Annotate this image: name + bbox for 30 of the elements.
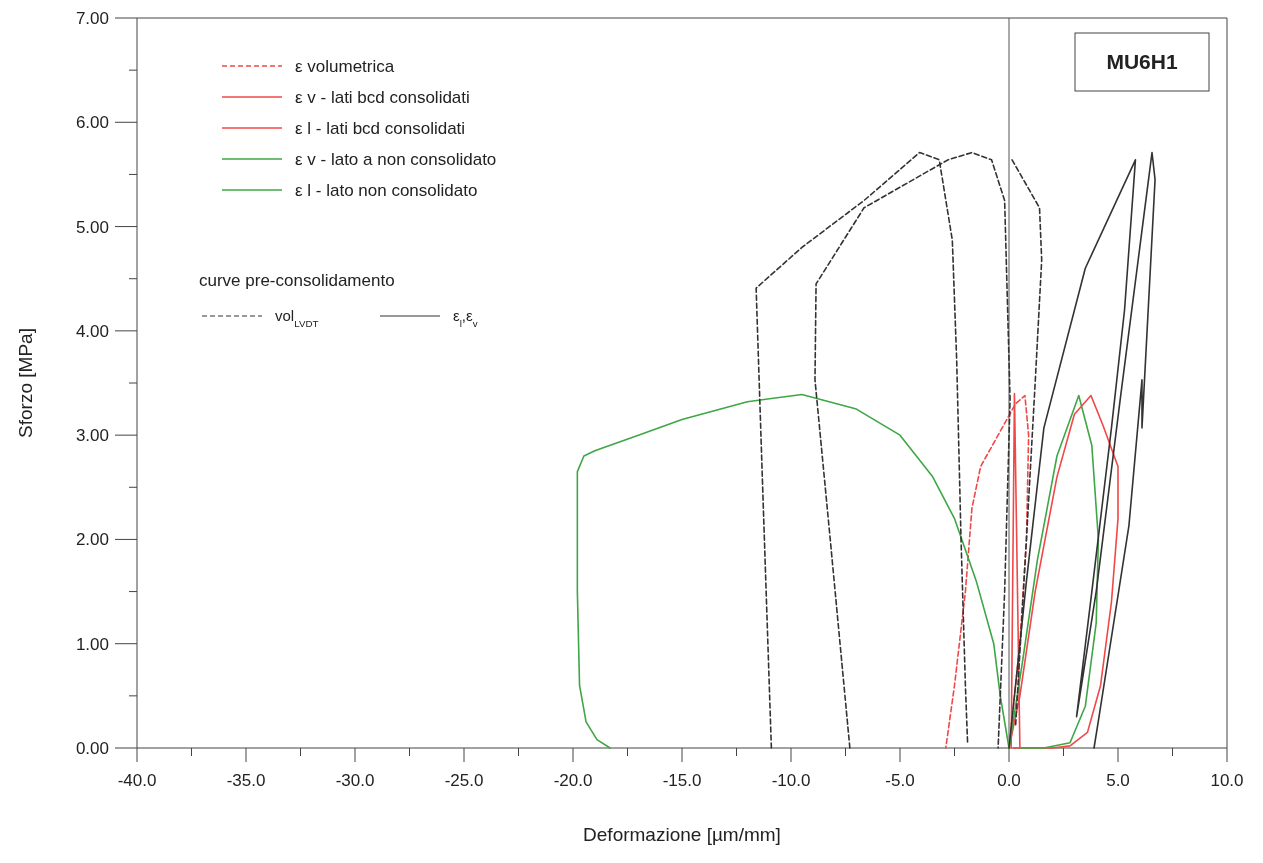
x-tick-label: -5.0: [885, 771, 915, 790]
x-tick-label: 5.0: [1106, 771, 1130, 790]
y-tick-label: 0.00: [75, 738, 109, 758]
y-tick-label: 2.00: [75, 530, 109, 550]
y-tick-label: 6.00: [75, 113, 109, 133]
legend-label: ε v - lati bcd consolidati: [295, 87, 470, 107]
x-tick-label: -30.0: [335, 771, 375, 790]
y-tick-label: 5.00: [75, 217, 109, 237]
y-axis-title: Sforzo [MPa]: [15, 328, 36, 438]
x-tick-label: -10.0: [771, 771, 811, 790]
x-tick-label: -40.0: [117, 771, 157, 790]
legend-label: ε l - lato non consolidato: [295, 180, 478, 200]
annotation: MU6H1: [1106, 50, 1178, 74]
legend-label: ε l - lati bcd consolidati: [295, 118, 466, 138]
x-tick-label: -25.0: [444, 771, 484, 790]
legend-label: ε v - lato a non consolidato: [295, 149, 497, 169]
x-tick-label: 10.0: [1210, 771, 1244, 790]
legend-label: vol$_{LVDT}$: [275, 307, 319, 329]
x-axis-title: Deformazione [µm/mm]: [583, 824, 781, 845]
x-tick-label: -15.0: [662, 771, 702, 790]
x-tick-label: -20.0: [553, 771, 593, 790]
legend-title: curve pre-consolidamento: [199, 270, 395, 290]
legend-label: ε volumetrica: [295, 56, 395, 76]
legend-label: ε$_{l}$,ε$_{v}$: [453, 307, 478, 329]
x-tick-label: -35.0: [226, 771, 266, 790]
y-tick-label: 3.00: [75, 426, 109, 446]
y-tick-label: 4.00: [75, 321, 109, 341]
y-tick-label: 7.00: [75, 8, 109, 28]
y-tick-label: 1.00: [75, 634, 109, 654]
x-tick-label: 0.0: [997, 771, 1021, 790]
